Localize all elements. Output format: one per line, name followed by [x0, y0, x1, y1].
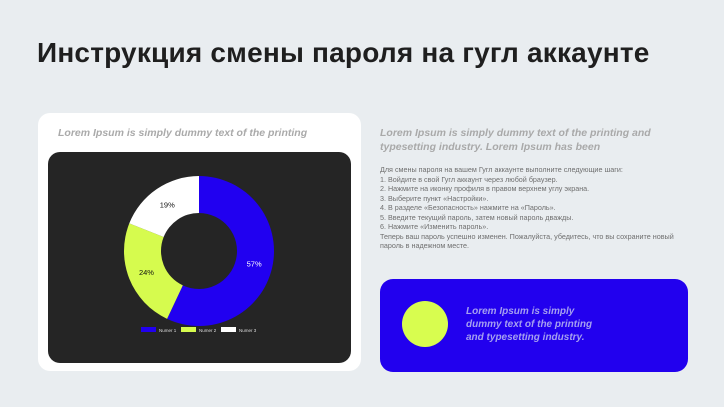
page-title: Инструкция смены пароля на гугл аккаунте: [37, 37, 650, 68]
instruction-step-4: 4. В разделе «Безопасность» нажмите на «…: [380, 203, 556, 212]
instruction-intro: Для смены пароля на вашем Гугл аккаунте …: [380, 165, 623, 174]
legend-label-2: Numer 2: [199, 328, 217, 333]
donut-data-label-1: 57%: [247, 259, 262, 268]
highlight-text: Lorem Ipsum is simply dummy text of the …: [466, 306, 593, 343]
donut-data-label-2: 24%: [139, 268, 154, 277]
instruction-step-5: 5. Введите текущий пароль, затем новый п…: [380, 212, 574, 222]
highlight-card: Lorem Ipsum is simply dummy text of the …: [380, 279, 688, 372]
chart-caption: Lorem Ipsum is simply dummy text of the …: [58, 127, 308, 139]
legend-swatch-2: [181, 327, 196, 332]
instruction-step-3: 3. Выберите пункт «Настройки».: [380, 193, 489, 203]
instruction-step-6: 6. Нажмите «Изменить пароль».: [380, 222, 489, 231]
legend-label-3: Numer 3: [239, 328, 257, 333]
instructions-text: Для смены пароля на вашем Гугл аккаунте …: [380, 165, 680, 251]
chart-panel: 57% 24% 19% Numer 1 Numer 2 Numer 3: [48, 152, 351, 363]
donut-slice-2: [123, 223, 183, 319]
instruction-step-2: 2. Нажмите на иконку профиля в правом ве…: [380, 184, 590, 193]
donut-data-label-3: 19%: [160, 200, 175, 209]
donut-slice-3: [129, 176, 199, 238]
legend-swatch-1: [141, 327, 156, 332]
instruction-conclusion: Теперь ваш пароль успешно изменен. Пожал…: [380, 231, 674, 251]
donut-slice-1: [167, 176, 274, 326]
donut-chart: 57% 24% 19% Numer 1 Numer 2 Numer 3: [123, 176, 274, 333]
decorative-circle: [402, 301, 448, 347]
legend-label-1: Numer 1: [159, 328, 177, 333]
section-heading: Lorem Ipsum is simply dummy text of the …: [380, 127, 651, 153]
legend-swatch-3: [221, 327, 236, 332]
instruction-step-1: 1. Войдите в свой Гугл аккаунт через люб…: [380, 174, 558, 184]
chart-card: Lorem Ipsum is simply dummy text of the …: [38, 113, 361, 371]
